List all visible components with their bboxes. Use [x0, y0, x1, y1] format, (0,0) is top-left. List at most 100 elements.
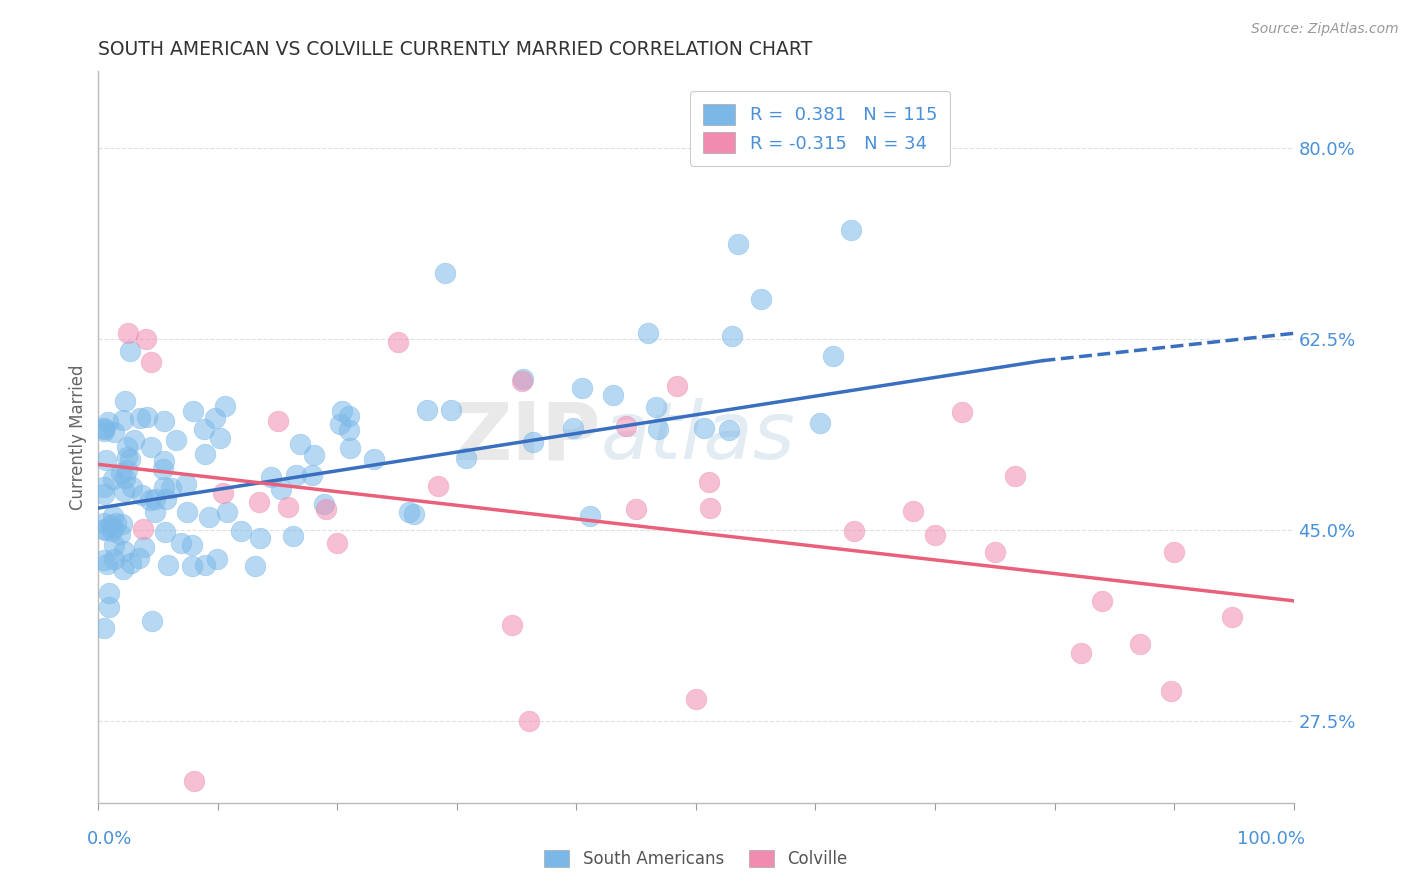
- Point: [93, 422, 115, 436]
- Point: [229, 524, 252, 538]
- Point: [924, 528, 946, 542]
- Point: [208, 431, 231, 445]
- Point: [176, 476, 198, 491]
- Point: [637, 326, 659, 341]
- Point: [693, 421, 716, 435]
- Point: [197, 509, 219, 524]
- Point: [101, 472, 124, 486]
- Point: [141, 355, 163, 369]
- Point: [823, 349, 845, 363]
- Point: [721, 329, 744, 343]
- Point: [110, 466, 132, 480]
- Point: [131, 488, 153, 502]
- Point: [93, 420, 115, 434]
- Point: [699, 500, 721, 515]
- Point: [143, 491, 166, 506]
- Point: [115, 440, 138, 454]
- Point: [267, 414, 290, 428]
- Point: [103, 425, 125, 440]
- Point: [645, 400, 668, 414]
- Point: [98, 599, 121, 614]
- Point: [93, 553, 115, 567]
- Point: [616, 419, 638, 434]
- Text: atlas: atlas: [600, 398, 796, 476]
- Point: [842, 524, 865, 539]
- Point: [247, 494, 270, 508]
- Point: [103, 538, 125, 552]
- Point: [103, 551, 125, 566]
- Point: [93, 516, 115, 530]
- Point: [122, 433, 145, 447]
- Point: [183, 774, 205, 789]
- Point: [326, 535, 349, 549]
- Point: [117, 326, 139, 341]
- Point: [398, 505, 420, 519]
- Point: [153, 414, 176, 428]
- Point: [112, 413, 135, 427]
- Point: [114, 484, 136, 499]
- Point: [312, 497, 335, 511]
- Point: [571, 381, 593, 395]
- Point: [128, 551, 150, 566]
- Point: [94, 453, 117, 467]
- Point: [1129, 637, 1152, 651]
- Point: [501, 617, 523, 632]
- Point: [697, 475, 720, 489]
- Point: [841, 222, 863, 236]
- Point: [404, 508, 426, 522]
- Point: [214, 400, 236, 414]
- Point: [139, 441, 162, 455]
- Point: [387, 334, 409, 349]
- Point: [903, 504, 925, 518]
- Point: [120, 556, 142, 570]
- Point: [93, 621, 115, 635]
- Point: [181, 404, 204, 418]
- Point: [93, 424, 115, 438]
- Point: [155, 491, 177, 506]
- Point: [330, 404, 353, 418]
- Point: [288, 437, 311, 451]
- Point: [808, 416, 831, 430]
- Point: [749, 292, 772, 306]
- Point: [111, 516, 134, 531]
- Point: [104, 516, 127, 530]
- Text: ZIP: ZIP: [453, 398, 600, 476]
- Point: [153, 480, 176, 494]
- Point: [415, 403, 437, 417]
- Point: [115, 450, 138, 465]
- Text: SOUTH AMERICAN VS COLVILLE CURRENTLY MARRIED CORRELATION CHART: SOUTH AMERICAN VS COLVILLE CURRENTLY MAR…: [98, 39, 813, 59]
- Point: [96, 557, 118, 571]
- Point: [1160, 684, 1182, 698]
- Point: [155, 525, 177, 540]
- Point: [93, 480, 115, 494]
- Point: [120, 452, 142, 467]
- Text: Source: ZipAtlas.com: Source: ZipAtlas.com: [1251, 22, 1399, 37]
- Point: [950, 405, 973, 419]
- Point: [114, 394, 136, 409]
- Point: [315, 502, 337, 516]
- Point: [510, 374, 533, 388]
- Point: [112, 561, 135, 575]
- Point: [141, 614, 163, 628]
- Point: [101, 521, 124, 535]
- Point: [270, 482, 292, 496]
- Point: [98, 586, 121, 600]
- Point: [281, 528, 304, 542]
- Point: [984, 545, 1007, 559]
- Point: [93, 522, 115, 536]
- Point: [1163, 545, 1185, 559]
- Point: [135, 332, 157, 346]
- Point: [337, 409, 360, 424]
- Point: [97, 415, 120, 429]
- Point: [1004, 469, 1026, 483]
- Point: [152, 462, 174, 476]
- Point: [193, 447, 215, 461]
- Point: [170, 536, 193, 550]
- Point: [152, 453, 174, 467]
- Point: [132, 522, 155, 536]
- Point: [115, 463, 138, 477]
- Point: [561, 421, 583, 435]
- Point: [193, 421, 215, 435]
- Point: [101, 508, 124, 523]
- Point: [434, 266, 457, 280]
